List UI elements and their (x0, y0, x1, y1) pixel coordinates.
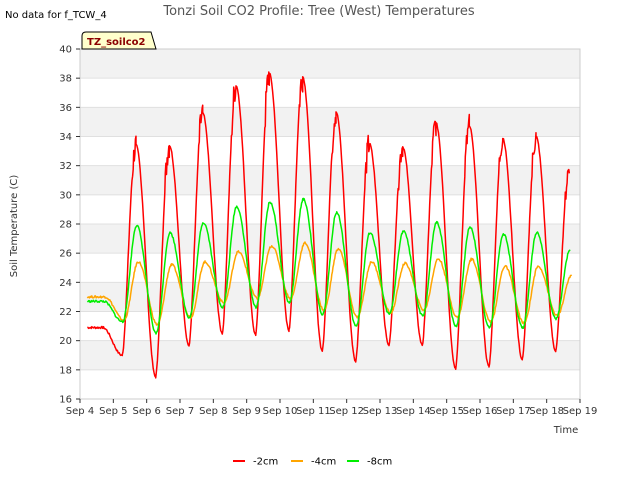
chart-title: Tonzi Soil CO2 Profile: Tree (West) Temp… (162, 4, 475, 19)
y-tick-label: 22 (59, 307, 72, 318)
no-data-notice: No data for f_TCW_4 (5, 10, 107, 21)
x-axis-label: Time (553, 425, 578, 436)
y-tick-label: 24 (59, 278, 72, 289)
band (80, 311, 580, 341)
y-axis-label: Soil Temperature (C) (9, 175, 20, 278)
y-tick-label: 26 (59, 249, 72, 260)
x-tick-label: Sep 9 (232, 406, 260, 417)
y-tick-label: 18 (59, 365, 72, 376)
x-tick-label: Sep 16 (463, 406, 498, 417)
y-axis: 16 18 20 22 24 26 28 30 32 34 36 38 40 (59, 45, 80, 406)
x-tick-label: Sep 10 (263, 406, 298, 417)
y-tick-label: 16 (59, 395, 72, 406)
x-tick-label: Sep 11 (296, 406, 331, 417)
y-tick-label: 36 (59, 103, 72, 114)
x-tick-label: Sep 14 (396, 406, 431, 417)
legend: -2cm -4cm -8cm (233, 457, 392, 468)
x-tick-label: Sep 5 (99, 406, 127, 417)
series-line-minus-8cm (86, 197, 571, 335)
band (80, 136, 580, 166)
tag-box (81, 31, 157, 50)
band (80, 369, 580, 399)
x-tick-label: Sep 12 (329, 406, 364, 417)
series-line-minus-2cm (87, 71, 571, 379)
band (80, 107, 580, 137)
y-tick-label: 32 (59, 161, 72, 172)
x-tick-label: Sep 19 (563, 406, 598, 417)
y-tick-label: 20 (59, 336, 72, 347)
x-tick-label: Sep 6 (132, 406, 160, 417)
tag-label: TZ_soilco2 (87, 37, 146, 48)
y-tick-label: 38 (59, 74, 72, 85)
x-tick-label: Sep 4 (66, 406, 94, 417)
x-tick-label: Sep 15 (429, 406, 464, 417)
legend-label: -4cm (311, 457, 336, 468)
x-tick-label: Sep 18 (529, 406, 564, 417)
y-tick-label: 30 (59, 190, 72, 201)
band (80, 224, 580, 254)
x-tick-label: Sep 8 (199, 406, 227, 417)
y-tick-label: 40 (59, 45, 72, 56)
x-tick-label: Sep 7 (166, 406, 194, 417)
y-tick-label: 28 (59, 220, 72, 231)
band (80, 340, 580, 370)
band (80, 78, 580, 108)
plot-background-bands (80, 48, 580, 400)
series-lines (86, 71, 573, 379)
y-tick-label: 34 (59, 132, 72, 143)
legend-label: -8cm (367, 457, 392, 468)
x-tick-label: Sep 13 (363, 406, 398, 417)
x-axis: Sep 4 Sep 5 Sep 6 Sep 7 Sep 8 Sep 9 Sep 10Sep … (66, 399, 598, 417)
tz-soilco2-tag: TZ_soilco2 (81, 31, 157, 50)
x-tick-label: Sep 17 (496, 406, 531, 417)
legend-label: -2cm (253, 457, 278, 468)
band (80, 49, 580, 79)
